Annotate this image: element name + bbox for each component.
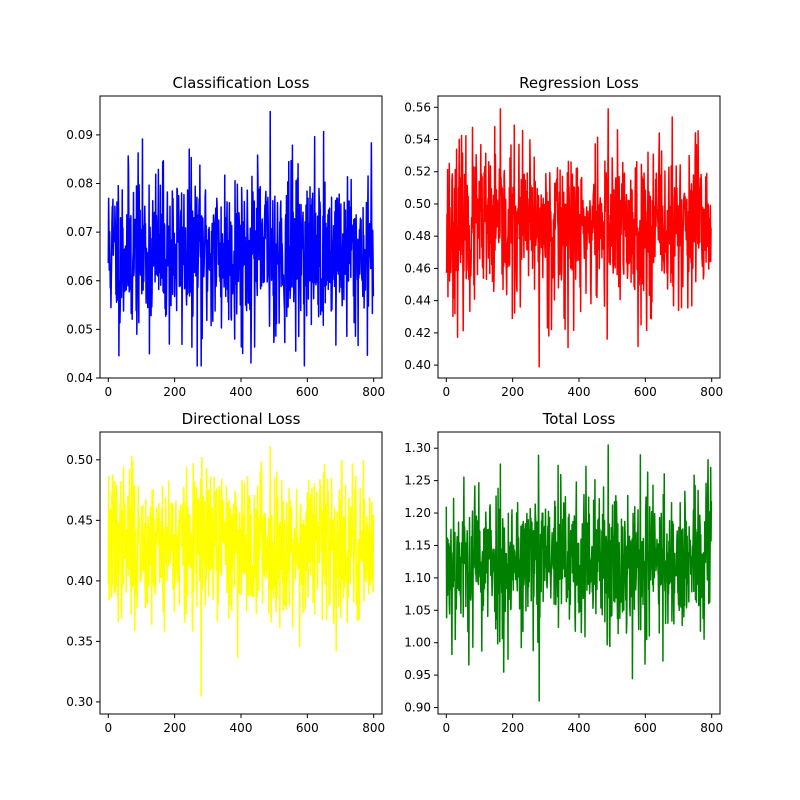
series-line bbox=[445, 108, 712, 368]
y-tick-label: 1.30 bbox=[404, 441, 431, 455]
y-tick-label: 1.15 bbox=[404, 538, 431, 552]
chart-title: Classification Loss bbox=[173, 74, 310, 92]
chart-title: Regression Loss bbox=[519, 74, 639, 92]
y-tick-label: 0.09 bbox=[66, 128, 93, 142]
y-tick-label: 0.06 bbox=[66, 274, 93, 288]
y-tick-label: 0.05 bbox=[66, 322, 93, 336]
x-tick-label: 800 bbox=[700, 385, 723, 399]
x-tick-label: 400 bbox=[230, 385, 253, 399]
y-tick-label: 0.45 bbox=[66, 513, 93, 527]
x-tick-label: 200 bbox=[501, 721, 524, 735]
x-tick-label: 400 bbox=[568, 385, 591, 399]
y-tick-label: 0.54 bbox=[404, 133, 431, 147]
x-tick-label: 600 bbox=[634, 385, 657, 399]
x-tick-label: 0 bbox=[104, 385, 112, 399]
x-tick-label: 0 bbox=[442, 385, 450, 399]
x-tick-label: 600 bbox=[296, 385, 319, 399]
x-tick-label: 200 bbox=[163, 385, 186, 399]
y-tick-label: 0.44 bbox=[404, 294, 431, 308]
y-tick-label: 0.07 bbox=[66, 225, 93, 239]
series-line bbox=[445, 444, 713, 702]
x-tick-label: 600 bbox=[296, 721, 319, 735]
x-tick-label: 400 bbox=[568, 721, 591, 735]
y-tick-label: 0.48 bbox=[404, 229, 431, 243]
y-tick-label: 0.08 bbox=[66, 177, 93, 191]
y-tick-label: 0.52 bbox=[404, 165, 431, 179]
y-tick-label: 0.40 bbox=[404, 358, 431, 372]
y-tick-label: 1.20 bbox=[404, 506, 431, 520]
y-tick-label: 1.00 bbox=[404, 636, 431, 650]
x-tick-label: 800 bbox=[362, 721, 385, 735]
x-tick-label: 0 bbox=[104, 721, 112, 735]
x-tick-label: 800 bbox=[700, 721, 723, 735]
y-tick-label: 1.05 bbox=[404, 603, 431, 617]
y-tick-label: 0.40 bbox=[66, 574, 93, 588]
y-tick-label: 0.90 bbox=[404, 701, 431, 715]
x-tick-label: 200 bbox=[163, 721, 186, 735]
x-tick-label: 200 bbox=[501, 385, 524, 399]
y-tick-label: 0.50 bbox=[66, 453, 93, 467]
y-tick-label: 0.42 bbox=[404, 326, 431, 340]
regression-loss-panel: Regression Loss 0 200 400 600 800 0.40 0.42 0.4… bbox=[404, 74, 723, 399]
x-tick-label: 0 bbox=[442, 721, 450, 735]
x-tick-label: 600 bbox=[634, 721, 657, 735]
y-tick-label: 0.95 bbox=[404, 668, 431, 682]
y-tick-label: 0.35 bbox=[66, 634, 93, 648]
y-tick-label: 0.56 bbox=[404, 100, 431, 114]
y-tick-label: 1.10 bbox=[404, 571, 431, 585]
directional-loss-panel: Directional Loss 0 200 400 600 800 0.30 0.35 0.… bbox=[66, 410, 385, 735]
y-tick-label: 0.04 bbox=[66, 371, 93, 385]
y-tick-label: 0.46 bbox=[404, 261, 431, 275]
total-loss-panel: Total Loss 0 200 400 600 800 0.90 0.95 1.00 1.05… bbox=[404, 410, 723, 735]
chart-title: Directional Loss bbox=[182, 410, 301, 428]
x-tick-label: 800 bbox=[362, 385, 385, 399]
series-line bbox=[107, 445, 375, 697]
y-tick-label: 0.50 bbox=[404, 197, 431, 211]
y-tick-label: 1.25 bbox=[404, 474, 431, 488]
y-tick-label: 0.30 bbox=[66, 695, 93, 709]
series-line bbox=[107, 110, 375, 367]
chart-title: Total Loss bbox=[542, 410, 616, 428]
x-tick-label: 400 bbox=[230, 721, 253, 735]
classification-loss-panel: Classification Loss 0 200 400 600 800 0.04 0.0… bbox=[66, 74, 385, 399]
